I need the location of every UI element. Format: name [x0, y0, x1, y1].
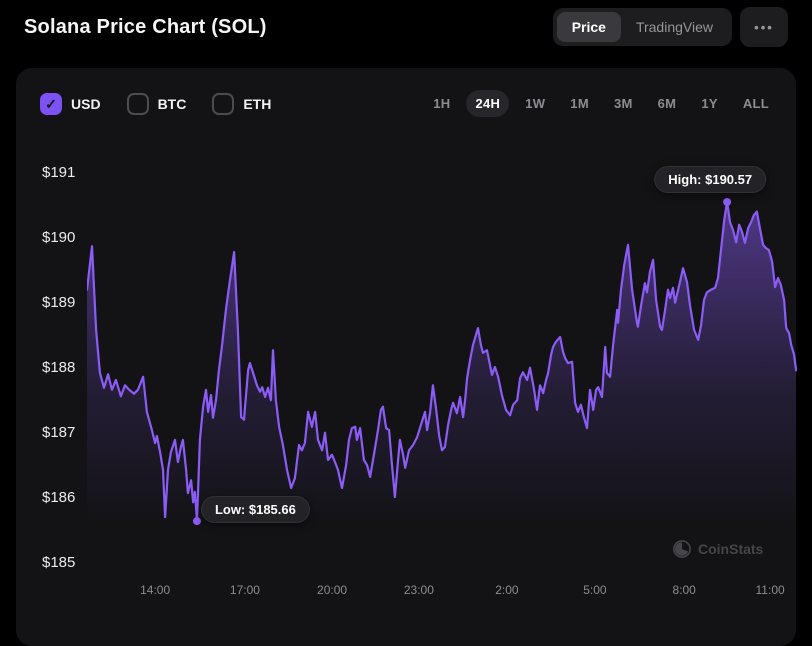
- x-axis-label: 17:00: [229, 583, 260, 597]
- watermark-label: CoinStats: [698, 541, 764, 557]
- currency-checkbox-usd[interactable]: ✓ USD: [40, 92, 101, 115]
- currency-checkbox-group: ✓ USD BTC ETH: [40, 92, 272, 115]
- high-tooltip: High: $190.57: [654, 165, 767, 193]
- view-toggle-price[interactable]: Price: [556, 12, 621, 42]
- price-chart-card: ✓ USD BTC ETH 1H 24H 1W 1M 3M 6M 1Y ALL $191 $190 $1…: [16, 68, 798, 646]
- high-point-marker: [723, 197, 732, 206]
- chart-price-line: [85, 200, 798, 523]
- y-axis-label: $187: [42, 424, 76, 441]
- y-axis-label: $190: [42, 229, 76, 246]
- range-button-all[interactable]: ALL: [734, 90, 778, 117]
- checkbox-unchecked-icon[interactable]: [126, 92, 149, 115]
- currency-checkbox-btc[interactable]: BTC: [126, 92, 187, 115]
- page-header: Solana Price Chart (SOL) Price TradingVie…: [0, 0, 812, 54]
- range-button-24h[interactable]: 24H: [466, 90, 510, 117]
- x-axis-label: 2:00: [495, 583, 519, 597]
- price-line-chart[interactable]: [85, 160, 798, 580]
- range-button-1w[interactable]: 1W: [516, 90, 554, 117]
- y-axis-label: $191: [42, 164, 76, 181]
- low-point-marker: [192, 517, 201, 526]
- checkbox-unchecked-icon[interactable]: [212, 92, 235, 115]
- x-axis-label: 20:00: [317, 583, 348, 597]
- y-axis-label: $188: [42, 359, 76, 376]
- x-axis-label: 11:00: [755, 583, 785, 597]
- low-tooltip: Low: $185.66: [200, 496, 310, 524]
- range-button-3m[interactable]: 3M: [605, 90, 642, 117]
- more-options-button[interactable]: •••: [740, 7, 788, 47]
- coinstats-logo-icon: [673, 540, 691, 558]
- range-button-1h[interactable]: 1H: [424, 90, 459, 117]
- y-axis-label: $186: [42, 489, 76, 506]
- checkbox-checked-icon[interactable]: ✓: [40, 92, 62, 115]
- x-axis-label: 8:00: [672, 583, 696, 597]
- currency-label: ETH: [243, 95, 272, 112]
- range-button-6m[interactable]: 6M: [649, 90, 686, 117]
- y-axis-label: $189: [42, 294, 76, 311]
- currency-label: USD: [71, 95, 101, 112]
- chart-area-fill: [87, 202, 797, 580]
- time-range-group: 1H 24H 1W 1M 3M 6M 1Y ALL: [424, 90, 778, 117]
- coinstats-watermark: CoinStats: [673, 540, 763, 558]
- range-button-1y[interactable]: 1Y: [692, 90, 727, 117]
- checkmark-icon: ✓: [45, 95, 57, 112]
- currency-checkbox-eth[interactable]: ETH: [212, 92, 272, 115]
- header-controls: Price TradingView •••: [552, 7, 788, 47]
- chart-view-toggle: Price TradingView: [552, 8, 732, 46]
- y-axis-label: $185: [42, 554, 76, 571]
- range-button-1m[interactable]: 1M: [561, 90, 598, 117]
- x-axis-label: 5:00: [583, 583, 607, 597]
- chart-controls: ✓ USD BTC ETH 1H 24H 1W 1M 3M 6M 1Y ALL: [40, 90, 778, 117]
- ellipsis-icon: •••: [754, 19, 774, 35]
- view-toggle-tradingview[interactable]: TradingView: [621, 12, 728, 42]
- page-title: Solana Price Chart (SOL): [24, 15, 267, 38]
- x-axis-label: 14:00: [140, 583, 171, 597]
- currency-label: BTC: [157, 95, 187, 112]
- x-axis-label: 23:00: [403, 583, 434, 597]
